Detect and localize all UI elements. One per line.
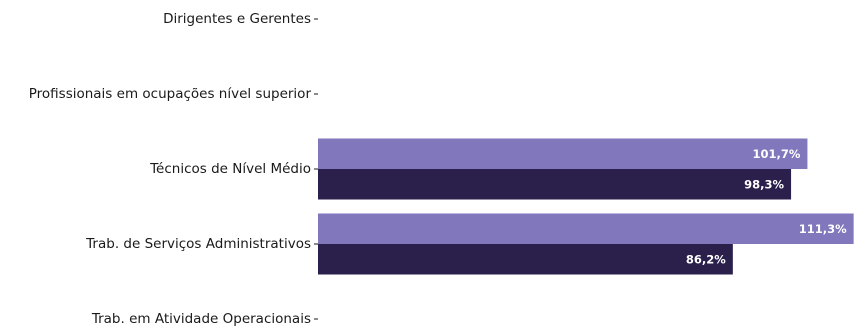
bar-series1-trab-de-servicos-administrativos — [318, 213, 854, 244]
y-tick-label-dirigentes-e-gerentes: Dirigentes e Gerentes — [163, 11, 311, 27]
y-tick-label-trab-de-servicos-administrativos: Trab. de Serviços Administrativos — [85, 236, 311, 252]
bar-series2-tecnicos-de-nivel-medio — [318, 169, 792, 200]
y-tick-label-trab-em-atividade-operacionais: Trab. em Atividade Operacionais — [91, 311, 311, 326]
data-label-series1-tecnicos-de-nivel-medio: 101,7% — [753, 147, 801, 161]
y-tick-label-profissionais-em-ocupacoes-nivel-superior: Profissionais em ocupações nível superio… — [29, 86, 312, 102]
bar-series1-tecnicos-de-nivel-medio — [318, 138, 808, 169]
data-label-series2-trab-de-servicos-administrativos: 86,2% — [686, 252, 726, 266]
data-label-series1-trab-de-servicos-administrativos: 111,3% — [799, 222, 847, 236]
data-label-series2-tecnicos-de-nivel-medio: 98,3% — [744, 177, 784, 191]
bar-series2-trab-de-servicos-administrativos — [318, 244, 733, 275]
y-tick-label-tecnicos-de-nivel-medio: Técnicos de Nível Médio — [149, 161, 311, 177]
